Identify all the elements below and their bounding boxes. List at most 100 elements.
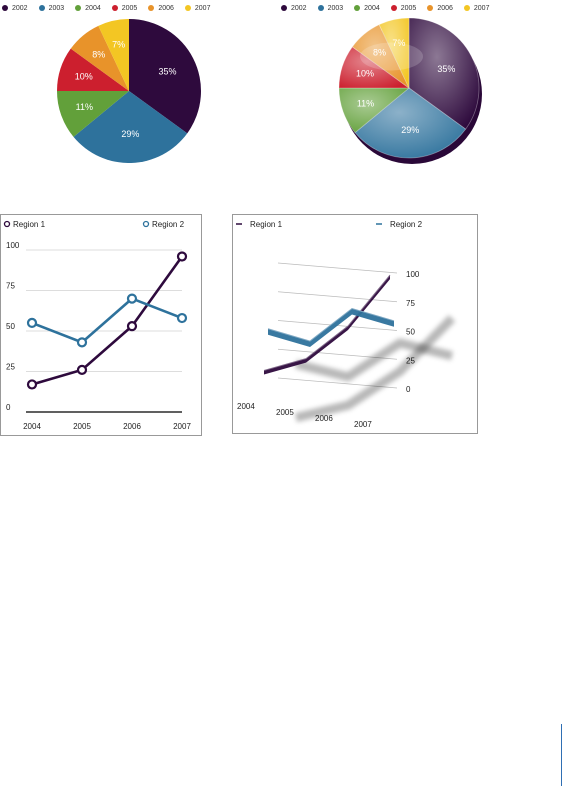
pie-label-2005: 10% [75,71,93,81]
y-tick-label: 50 [6,322,15,331]
pie-label-2004: 11% [76,102,93,112]
legend-label: Region 2 [390,220,423,229]
pie-slice-2005 [57,48,129,91]
pie-slice-2005 [338,46,411,89]
pie-label-2006: 8% [92,49,105,59]
legend-label: 2005 [121,4,138,12]
data-point [176,251,188,262]
y-tick-label: 50 [406,328,415,337]
legend-swatch [148,5,155,11]
pie-label-2005: 10% [356,69,374,79]
legend-item-2004: 2004 [75,5,101,12]
y-tick-label: 0 [6,403,11,412]
legend-marker [3,220,11,228]
pie-label-2002: 35% [158,66,176,76]
legend-label: 2004 [364,4,380,12]
legend-swatch [75,5,82,11]
series-edge-region-1 [263,274,391,371]
pie-label-2007: 7% [112,40,125,50]
legend-label: 2002 [291,4,307,12]
legend-item-2007: 2007 [463,4,490,12]
legend-item-2005: 2005 [390,4,417,12]
data-point [126,321,138,332]
pie-slice-2002 [408,17,480,130]
legend-label: 2003 [48,4,65,12]
pie-slice-2003 [354,87,467,159]
pie-slice-2003 [73,91,188,164]
line-3d-chart: Region 1 Region 2025507510020042005200620… [232,214,478,434]
y-tick-label: 75 [6,282,15,291]
y-tick-label: 100 [406,270,420,279]
x-tick-label: 2007 [173,422,191,431]
legend-swatch [111,5,118,11]
legend-item-2006: 2006 [427,5,453,12]
legend-item-2007: 2007 [184,4,211,12]
legend-item-2004: 2004 [354,5,380,12]
legend-item-2002: 2002 [281,5,307,12]
pie-slice-2006 [70,25,129,92]
x-tick-label: 2004 [237,402,255,411]
legend-swatch [427,5,434,11]
legend-label: 2007 [473,4,490,12]
legend-label: 2005 [400,4,417,12]
pie-2d-legend: 2002 2003 2004 2005 2006 2007 [2,2,221,14]
legend-swatch [354,5,361,11]
data-point [76,364,88,375]
legend-label: Region 1 [13,220,46,229]
series-edge-region-2 [267,307,395,342]
data-point [126,293,138,304]
legend-item-2003: 2003 [317,4,344,12]
legend-swatch [2,5,8,11]
pie-2d-chart: 35% 29% 11% 10% 8% 7% [57,19,201,164]
pie-slice-2006 [351,24,410,89]
pie-slice-2004 [338,87,411,134]
legend-label: 2006 [437,4,453,12]
legend-swatch [38,5,45,11]
legend-swatch [390,5,397,11]
data-point [26,379,38,390]
x-tick-label: 2007 [354,420,372,429]
x-tick-label: 2004 [23,422,41,431]
x-tick-label: 2005 [73,422,91,431]
legend-marker [142,220,150,228]
legend-label: 2006 [158,4,174,12]
gridline [277,291,398,303]
x-tick-label: 2005 [276,408,294,417]
pie-label-2007: 7% [392,38,405,48]
legend-label: 2007 [194,4,211,12]
pie-slice-2004 [57,91,129,137]
pie-label-2003: 29% [401,125,419,135]
series-line-region-2 [31,297,183,344]
legend-swatch [281,5,287,11]
data-point [76,337,88,348]
data-point [26,317,38,329]
legend-item-2002: 2002 [2,5,28,12]
series-ribbon-region-2 [268,308,394,348]
pie-slice-2002 [129,19,201,134]
legend-label: 2003 [327,4,344,12]
pie-label-2004: 11% [357,99,374,109]
y-tick-label: 75 [406,299,415,308]
x-tick-label: 2006 [123,422,141,431]
pie-label-2003: 29% [121,129,139,139]
pie-slice-2007 [378,17,410,89]
pie-label-2002: 35% [437,64,455,74]
y-tick-label: 0 [406,385,411,394]
y-tick-label: 25 [6,363,15,372]
y-tick-label: 100 [6,241,20,250]
pie-3d-legend: 2002 2003 2004 2005 2006 2007 [281,2,500,14]
series-line-region-1 [31,255,184,386]
legend-item-2006: 2006 [148,5,174,12]
pie-3d-chart: 35% 29% 11% 10% 8% 7% [338,17,482,164]
legend-swatch [463,5,470,11]
gridline [277,262,398,274]
legend-label: Region 2 [152,220,185,229]
legend-label: 2004 [85,4,101,12]
legend-item-2003: 2003 [38,4,65,12]
x-tick-label: 2006 [315,414,333,423]
legend-swatch [184,5,191,11]
legend-swatch [317,5,324,11]
legend-label: Region 1 [250,220,283,229]
legend-label: 2002 [12,4,28,12]
pie-gloss [360,42,423,71]
